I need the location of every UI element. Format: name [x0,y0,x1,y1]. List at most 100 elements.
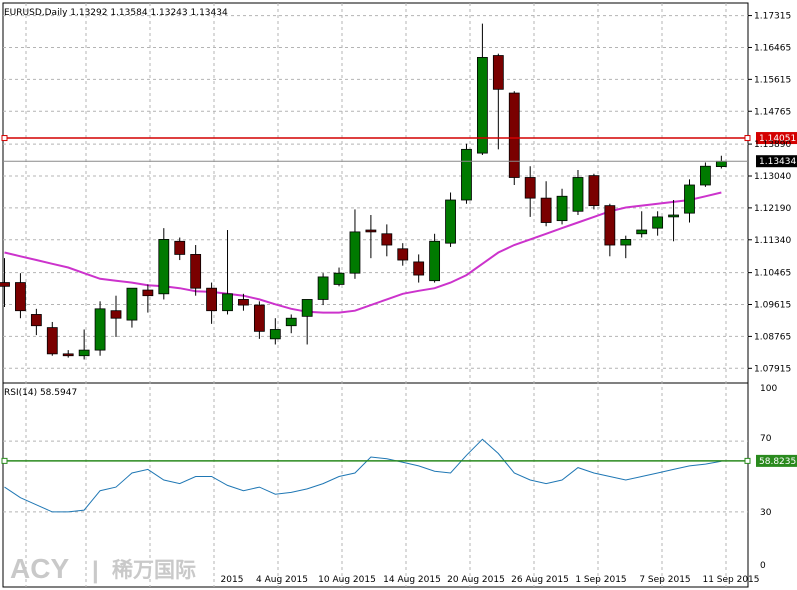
candle-body [700,165,711,186]
plot-frame [2,2,749,588]
bull-candle [94,301,106,356]
bear-candle [62,350,74,358]
rsi-level-tag [756,454,797,467]
bear-candle [253,301,265,339]
price-lines: 1.14051 1.13434 [1,132,797,168]
rsi-header: RSI(14) 58.5947 [4,388,77,398]
candle-body [285,317,297,327]
price-tick-label: 1.15615 [754,75,791,85]
candlestick-series [0,23,727,360]
logo-brand: ACY [10,553,69,584]
bull-candle [636,211,648,238]
rsi-tick-label: 0 [760,561,766,571]
bear-candle [238,293,249,311]
date-tick-label: 11 Sep 2015 [702,575,759,585]
chart-grid [2,2,752,588]
bull-candle [126,287,138,328]
bull-candle [78,329,90,360]
price-tick-label: 1.11340 [754,236,791,246]
candle-body [668,214,679,218]
candle-body [317,276,329,300]
candle-body [684,184,695,214]
price-tick-label: 1.09615 [754,301,791,311]
bull-candle [349,209,361,279]
moving-average-line [4,191,722,314]
rsi-level-label: 58.8235 [759,457,796,467]
resistance-price-tag [756,132,797,145]
candle-body [62,353,74,357]
date-tick-label: 7 Sep 2015 [639,575,690,585]
bear-candle [397,243,409,266]
rsi-tick-label: 100 [760,384,777,394]
bear-candle [588,173,600,210]
rsi-level-anchor-right [744,457,751,464]
date-tick-label: 4 Aug 2015 [256,575,308,585]
candle-body [524,177,536,199]
date-tick-label: 1 Sep 2015 [575,575,626,585]
candle-body [174,240,186,255]
bull-candle [572,169,584,216]
candle-body [556,195,568,222]
candle-body [30,314,42,327]
bull-candle [269,318,281,345]
candle-body [604,205,616,246]
current-price-label: 1.13434 [759,157,796,167]
bull-candle [445,192,456,247]
candle-body [508,92,520,178]
candle-body [349,231,361,274]
date-tick-label: 26 Aug 2015 [511,575,569,585]
bull-candle [700,162,711,187]
rsi-line [4,438,722,513]
bear-candle [540,181,552,227]
bull-candle [222,230,233,315]
candle-body [620,239,632,246]
date-tick-label: 10 Aug 2015 [318,575,376,585]
candle-body [715,160,727,168]
candle-body [269,329,281,340]
bull-candle [620,235,632,259]
price-tick-label: 1.14765 [754,107,791,117]
candle-body [206,287,217,312]
candle-body [158,239,170,295]
resistance-anchor-right [744,135,751,142]
bull-candle [285,314,297,334]
date-tick-label: 20 Aug 2015 [447,575,505,585]
candle-body [413,261,425,276]
candle-body [445,199,456,244]
price-tick-label: 1.13890 [754,140,791,150]
logo-chinese: 稀万国际 [112,558,196,582]
bull-candle [158,228,170,300]
rsi-panel: 58.8235 [1,438,797,513]
bear-candle [15,273,26,319]
axis-labels: 1.17315 1.16465 1.15615 1.14765 1.13890 1.130… [221,12,792,585]
price-tick-label: 1.07915 [754,364,791,374]
bear-candle [0,258,10,307]
candle-body [253,304,265,332]
price-tick-label: 1.08765 [754,332,791,342]
candle-body [126,287,138,321]
candle-body [461,148,472,201]
bear-candle [46,321,58,356]
candle-body [429,240,441,282]
candle-body [94,308,106,351]
rsi-tick-label: 30 [760,508,772,518]
price-tick-label: 1.12190 [754,204,791,214]
bull-candle [333,267,345,287]
bull-candle [301,299,313,345]
candle-body [476,57,488,154]
candle-body [301,299,313,317]
bear-candle [142,284,154,313]
resistance-price-label: 1.14051 [759,134,796,144]
price-tick-label: 1.16465 [754,43,791,53]
bear-candle [365,215,377,259]
candle-body [636,229,648,235]
bull-candle [715,155,727,169]
acy-logo: ACY | 稀万国际 [10,553,196,584]
candle-body [15,282,26,312]
logo-separator: | [92,557,99,584]
bear-candle [524,166,536,217]
bull-candle [684,179,695,223]
bear-candle [206,282,217,324]
bear-candle [604,203,616,257]
